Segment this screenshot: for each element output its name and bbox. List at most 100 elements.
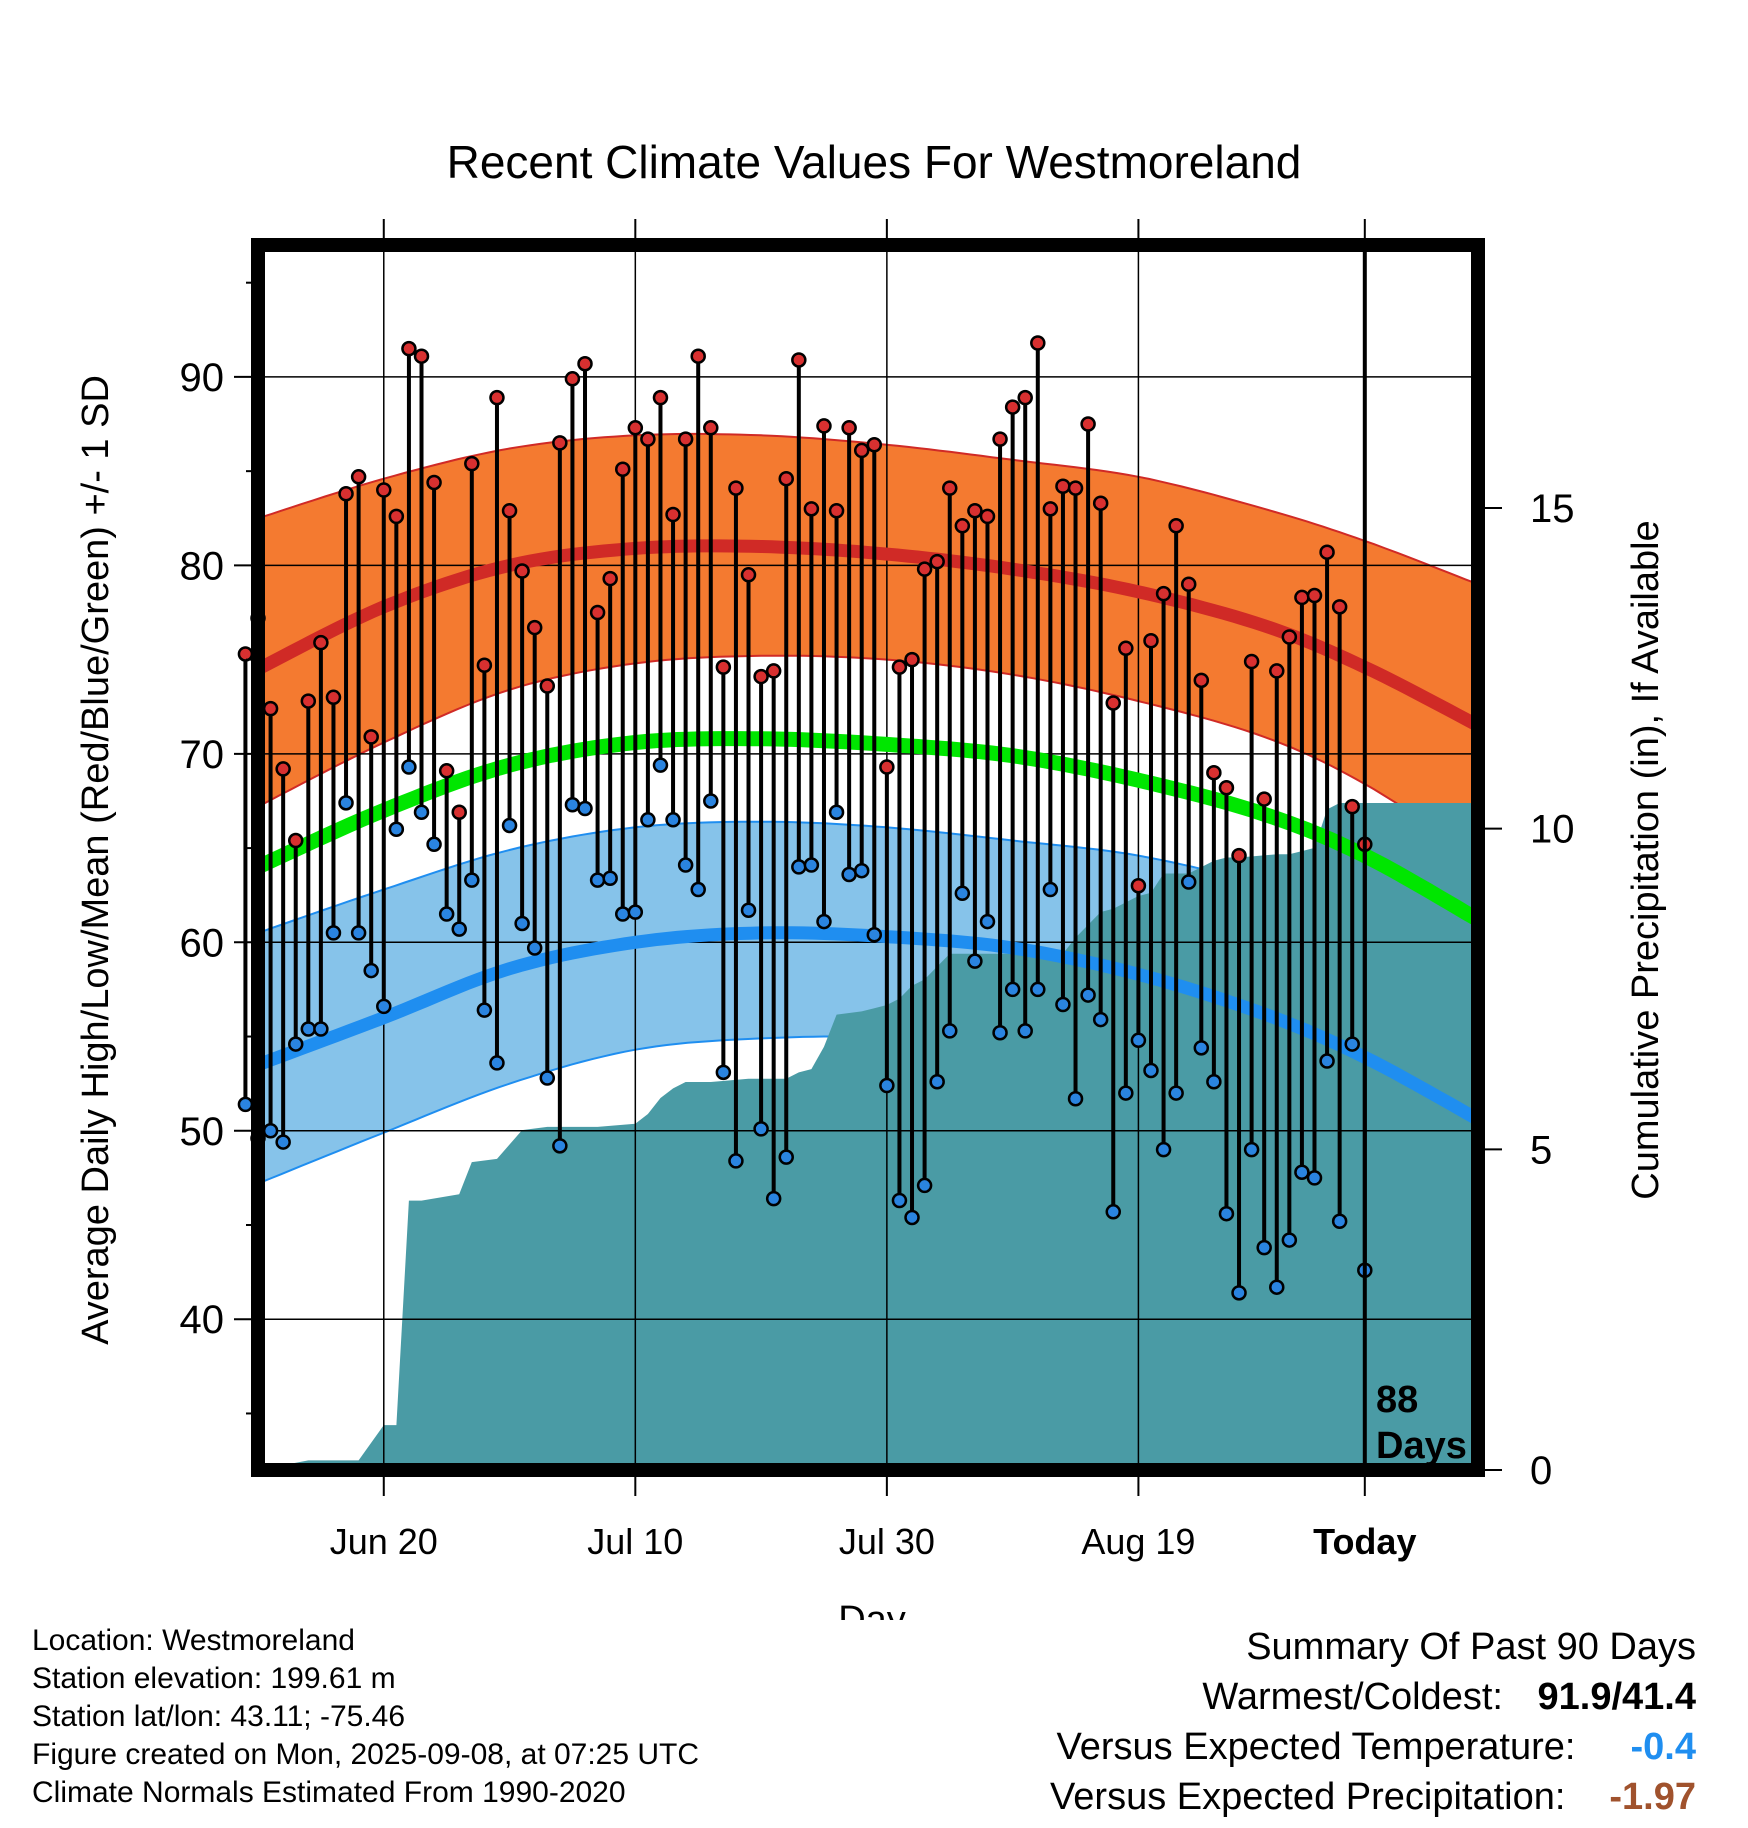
high-point xyxy=(1067,480,1084,496)
low-point xyxy=(791,859,807,875)
high-point xyxy=(803,501,820,517)
high-point xyxy=(1130,878,1147,894)
y-tick-label: 70 xyxy=(180,733,225,777)
low-point xyxy=(438,906,455,922)
y2-tick-label: 0 xyxy=(1530,1449,1552,1493)
x-tick-label: Jul 10 xyxy=(587,1521,683,1562)
y-tick-label: 60 xyxy=(180,921,225,965)
vs-temp-value: -0.4 xyxy=(1630,1726,1696,1768)
summary-heading: Summary Of Past 90 Days xyxy=(1246,1626,1696,1668)
low-point xyxy=(904,1209,920,1226)
low-point xyxy=(879,1077,895,1094)
high-point xyxy=(275,761,291,777)
today-days-count: 88 xyxy=(1376,1379,1418,1421)
high-point xyxy=(904,651,920,668)
low-point xyxy=(703,793,719,809)
low-point xyxy=(262,1123,279,1139)
low-point xyxy=(325,925,342,941)
low-point xyxy=(376,998,392,1015)
low-point xyxy=(778,1149,794,1165)
low-point xyxy=(954,885,971,902)
low-point xyxy=(1269,1279,1285,1295)
low-point xyxy=(765,1190,782,1207)
high-point xyxy=(765,663,782,679)
high-point xyxy=(388,508,405,525)
low-point xyxy=(1231,1285,1247,1301)
high-point xyxy=(1155,585,1172,602)
location-text: Location: Westmoreland xyxy=(32,1624,355,1657)
low-point xyxy=(451,921,467,937)
high-point xyxy=(438,763,455,779)
high-point xyxy=(313,634,329,651)
low-point xyxy=(1344,1036,1360,1052)
high-point xyxy=(1055,478,1071,494)
today-days-label: Days xyxy=(1376,1425,1467,1467)
latlon-text: Station lat/lon: 43.11; -75.46 xyxy=(32,1700,406,1733)
x-tick-label: Jun 20 xyxy=(330,1521,438,1562)
low-point xyxy=(753,1121,769,1137)
low-point xyxy=(652,757,669,773)
low-point xyxy=(891,1192,908,1209)
high-point xyxy=(564,371,581,387)
low-point xyxy=(740,902,757,919)
low-point xyxy=(300,1021,317,1037)
low-point xyxy=(803,857,820,873)
x-axis-label: Day xyxy=(838,1599,906,1620)
low-point xyxy=(1218,1205,1235,1222)
high-point xyxy=(652,389,669,406)
precipitation-area xyxy=(258,803,1478,1470)
low-point xyxy=(916,1177,933,1194)
y-axis-label: Average Daily High/Low/Mean (Red/Blue/Gr… xyxy=(75,375,117,1345)
low-point xyxy=(275,1134,291,1150)
low-point xyxy=(313,1021,329,1037)
high-point xyxy=(665,506,681,523)
high-point xyxy=(891,659,908,675)
low-point xyxy=(338,795,354,811)
high-point xyxy=(363,729,379,745)
high-point xyxy=(979,508,996,525)
low-point xyxy=(1243,1141,1260,1158)
low-point xyxy=(1017,1023,1033,1039)
y2-tick-label: 10 xyxy=(1530,808,1575,852)
low-point xyxy=(715,1064,732,1081)
low-point xyxy=(1055,996,1071,1013)
high-point xyxy=(552,435,568,451)
high-point xyxy=(1231,847,1247,864)
high-point xyxy=(325,689,342,706)
high-point xyxy=(539,678,556,694)
normals-text: Climate Normals Estimated From 1990-2020 xyxy=(32,1776,626,1809)
vs-temp-row: Versus Expected Temperature: -0.4 xyxy=(1050,1722,1696,1772)
high-point xyxy=(401,340,417,357)
high-point xyxy=(1143,633,1159,649)
high-point xyxy=(916,561,933,577)
high-point xyxy=(879,759,895,775)
vs-temp-label: Versus Expected Temperature: xyxy=(1056,1726,1576,1768)
high-point xyxy=(1004,399,1021,415)
low-point xyxy=(1193,1040,1210,1056)
high-point xyxy=(602,570,618,587)
low-point xyxy=(1319,1053,1335,1069)
low-point xyxy=(665,812,681,828)
chart-title: Recent Climate Values For Westmoreland xyxy=(447,136,1302,188)
low-point xyxy=(866,927,883,943)
high-point xyxy=(1294,589,1310,606)
high-point xyxy=(753,668,769,685)
low-point xyxy=(1143,1062,1159,1079)
low-point xyxy=(552,1138,568,1154)
high-point xyxy=(954,518,971,534)
high-point xyxy=(929,553,945,570)
warmest-coldest-row: Warmest/Coldest: 91.9/41.4 xyxy=(1050,1672,1696,1722)
high-point xyxy=(338,486,354,502)
vs-precip-value: -1.97 xyxy=(1609,1776,1696,1818)
low-point xyxy=(677,857,694,873)
high-point xyxy=(992,431,1008,447)
low-point xyxy=(539,1070,556,1086)
daily-observations xyxy=(237,335,1373,1301)
high-point xyxy=(715,659,732,675)
high-point xyxy=(841,420,857,436)
low-point xyxy=(640,812,656,828)
low-point xyxy=(426,836,442,853)
y2-tick-label: 15 xyxy=(1530,487,1575,531)
vs-precip-row: Versus Expected Precipitation: -1.97 xyxy=(1050,1772,1696,1822)
high-point xyxy=(1218,780,1235,796)
